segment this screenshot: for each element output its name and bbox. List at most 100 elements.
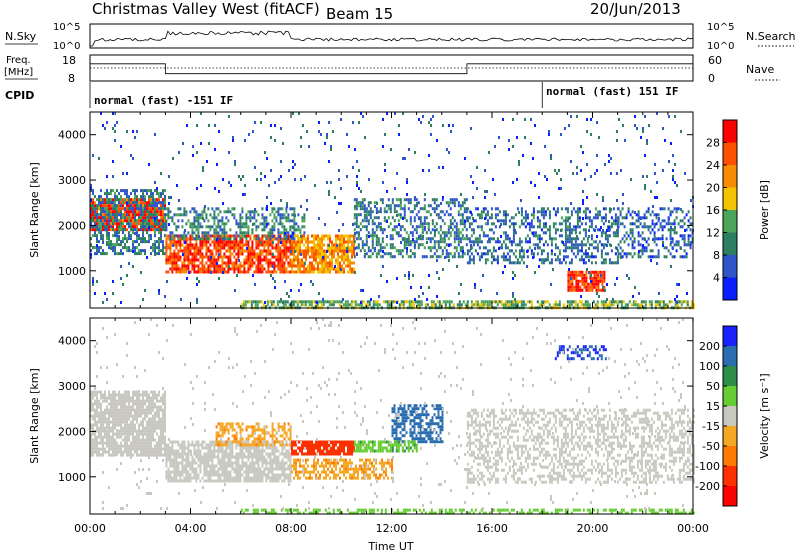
power-cell	[668, 217, 670, 220]
power-cell	[255, 252, 258, 256]
power-cell	[518, 237, 521, 241]
power-cell	[596, 121, 598, 124]
power-cell	[221, 231, 224, 235]
power-cell	[637, 216, 640, 220]
power-cell	[421, 231, 424, 235]
power-cell	[217, 258, 220, 262]
power-cell	[571, 276, 574, 280]
power-cell	[512, 234, 515, 238]
power-cell	[594, 255, 597, 259]
power-cell	[360, 303, 363, 307]
power-cell	[345, 240, 347, 244]
power-cell	[606, 234, 609, 238]
power-cell	[604, 252, 607, 256]
power-cell	[455, 237, 458, 241]
power-cell	[304, 303, 307, 307]
power-cell	[656, 112, 658, 115]
power-cell	[240, 303, 243, 307]
power-cell	[576, 252, 579, 256]
power-cell	[289, 228, 292, 232]
power-cell	[596, 243, 599, 247]
power-cell	[637, 225, 640, 229]
power-cell	[465, 198, 468, 202]
power-cell	[460, 283, 462, 286]
power-cell	[150, 246, 152, 250]
power-cell	[465, 219, 468, 223]
power-cell	[296, 303, 299, 307]
power-cell	[142, 222, 144, 226]
power-cell	[319, 246, 321, 250]
power-cell	[591, 282, 594, 286]
power-cell	[418, 295, 420, 298]
power-cell	[148, 195, 150, 199]
power-cell	[488, 228, 491, 232]
power-cell	[243, 231, 246, 235]
power-cell	[333, 243, 335, 247]
power-cell	[134, 192, 136, 196]
power-cell	[128, 246, 130, 250]
power-cell	[386, 220, 388, 223]
power-cell	[256, 178, 258, 181]
power-cell	[134, 240, 136, 244]
power-cell	[388, 300, 391, 304]
power-cell	[257, 213, 260, 217]
power-cell	[444, 303, 447, 307]
power-cell	[375, 216, 378, 220]
power-cell	[191, 246, 194, 250]
colorbar-tick-label: 16	[706, 204, 720, 217]
power-cell	[484, 207, 487, 211]
power-cell	[470, 240, 473, 244]
power-cell	[583, 276, 586, 280]
power-cell	[672, 169, 674, 172]
power-cell	[158, 210, 160, 214]
power-cell	[202, 166, 204, 169]
power-cell	[277, 243, 280, 247]
power-cell	[488, 216, 491, 220]
power-cell	[586, 240, 589, 244]
power-cell	[162, 249, 164, 253]
power-cell	[237, 249, 240, 253]
power-cell	[403, 243, 406, 247]
power-cell	[218, 130, 220, 133]
power-cell	[281, 207, 284, 211]
power-cell	[175, 267, 178, 271]
power-cell	[304, 300, 307, 304]
power-cell	[322, 300, 325, 304]
power-cell	[200, 142, 202, 145]
power-cell	[104, 207, 106, 211]
power-cell	[585, 282, 588, 286]
power-cell	[233, 243, 236, 247]
power-cell	[604, 231, 607, 235]
power-cell	[540, 303, 543, 307]
nsky-trace	[90, 30, 694, 47]
power-cell	[658, 217, 660, 220]
power-cell	[656, 196, 658, 199]
power-cell	[534, 124, 536, 127]
power-cell	[524, 136, 526, 139]
power-cell	[303, 234, 305, 238]
power-cell	[315, 237, 317, 241]
power-cell	[353, 216, 356, 220]
power-cell	[176, 184, 178, 187]
power-cell	[274, 124, 276, 127]
power-cell	[650, 303, 653, 307]
power-cell	[328, 160, 330, 163]
power-cell	[293, 222, 296, 226]
power-cell	[365, 240, 368, 244]
power-cell	[427, 222, 430, 226]
power-cell	[614, 231, 617, 235]
y-tick-label: 4000	[58, 129, 86, 142]
nsky-tick-top: 10^5	[53, 22, 80, 33]
power-cell	[403, 228, 406, 232]
power-cell	[447, 237, 450, 241]
power-cell	[239, 261, 242, 265]
power-cell	[146, 219, 148, 223]
power-cell	[295, 240, 297, 244]
power-cell	[160, 225, 162, 229]
power-cell	[124, 216, 126, 220]
power-cell	[430, 300, 433, 304]
power-cell	[116, 213, 118, 217]
power-cell	[641, 237, 644, 241]
power-cell	[319, 270, 321, 274]
power-cell	[584, 178, 586, 181]
